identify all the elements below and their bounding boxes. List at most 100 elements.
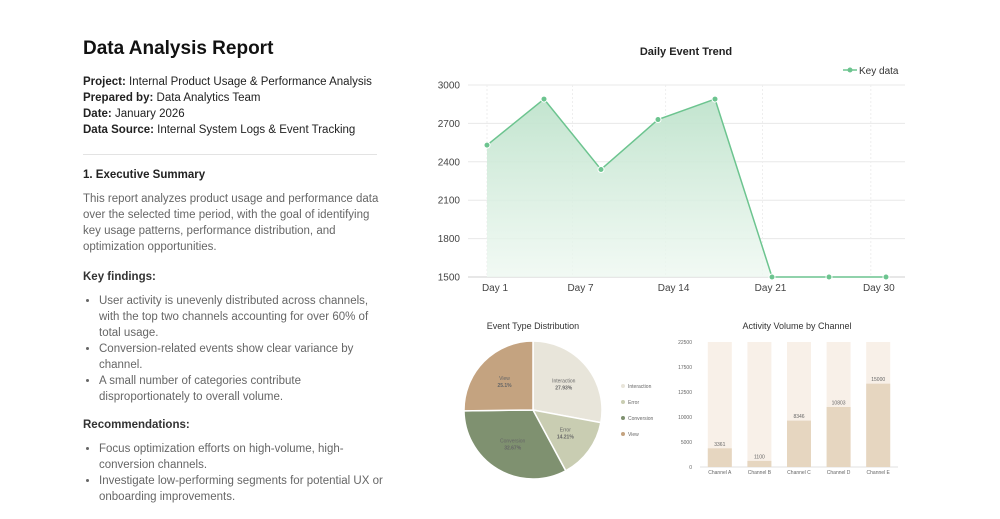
bar-value-label: 1100 — [754, 454, 765, 460]
bar-value-label: 3361 — [714, 442, 725, 448]
bar — [747, 460, 772, 467]
daily-event-trend-chart: Daily Event Trend Key data 1500 1800 2100 2… — [438, 46, 905, 294]
section-divider — [83, 154, 377, 155]
list-item: Investigate low-performing segments for … — [99, 473, 383, 505]
bar — [707, 448, 732, 467]
bar — [787, 420, 811, 467]
legend-label: Conversion — [628, 416, 654, 422]
line-series — [486, 98, 886, 278]
pie-slice-name: Error — [560, 428, 571, 434]
event-type-distribution-chart: Event Type Distribution Interaction27.93… — [463, 321, 654, 480]
pie-slices — [463, 340, 603, 480]
meta-data-source: Data Source: Internal System Logs & Even… — [83, 122, 383, 138]
y-tick-label: 1500 — [438, 273, 461, 284]
meta-date: Date: January 2026 — [83, 106, 383, 122]
x-tick-label: Day 21 — [755, 283, 787, 294]
y-tick-label: 5000 — [681, 440, 692, 446]
x-tick-label: Channel B — [748, 470, 772, 476]
legend-swatch — [621, 416, 625, 420]
bar-background — [707, 342, 732, 467]
list-item: User activity is unevenly distributed ac… — [99, 293, 383, 341]
x-tick-label: Day 7 — [567, 283, 594, 294]
y-tick-label: 2100 — [438, 196, 461, 207]
line-point — [540, 95, 548, 103]
pie-slice-value: 14.21% — [557, 435, 575, 441]
legend-swatch — [621, 384, 625, 388]
y-tick-label: 1800 — [438, 234, 461, 245]
meta-value: Data Analytics Team — [156, 92, 261, 104]
line-y-ticks: 1500 1800 2100 2400 2700 3000 — [438, 81, 461, 284]
x-tick-label: Channel C — [787, 470, 811, 476]
recommendations-list: Focus optimization efforts on high-volum… — [83, 441, 383, 505]
legend-swatch — [621, 432, 625, 436]
findings-list: User activity is unevenly distributed ac… — [83, 293, 383, 405]
legend-label: Key data — [859, 66, 899, 77]
y-tick-label: 22500 — [678, 340, 692, 346]
pie-slice-conversion — [463, 409, 567, 480]
line-chart-title: Daily Event Trend — [640, 46, 732, 58]
bar-chart-title: Activity Volume by Channel — [742, 321, 851, 331]
meta-label: Project: — [83, 76, 126, 88]
report-title: Data Analysis Report — [83, 38, 274, 59]
x-tick-label: Channel E — [867, 470, 891, 476]
x-tick-label: Day 14 — [658, 283, 690, 294]
findings-heading: Key findings: — [83, 271, 156, 283]
line-point — [711, 95, 719, 103]
meta-project: Project: Internal Product Usage & Perfor… — [83, 74, 383, 90]
section-title-executive-summary: 1. Executive Summary — [83, 169, 206, 181]
bar — [866, 383, 891, 467]
y-tick-label: 0 — [689, 465, 692, 471]
line-point — [483, 141, 491, 149]
meta-value: Internal Product Usage & Performance Ana… — [129, 76, 372, 88]
y-tick-label: 12500 — [678, 390, 692, 396]
pie-slice-interaction — [532, 340, 603, 424]
bar-value-label: 8346 — [793, 414, 804, 420]
recommendations-heading: Recommendations: — [83, 419, 190, 431]
legend-label: Interaction — [628, 384, 652, 390]
y-tick-label: 2400 — [438, 157, 461, 168]
line-x-ticks: Day 1 Day 7 Day 14 Day 21 Day 30 — [482, 283, 895, 294]
charts-canvas: Daily Event Trend Key data 1500 1800 2100 2… — [438, 46, 905, 480]
meta-label: Prepared by: — [83, 92, 154, 104]
list-item: Conversion-related events show clear var… — [99, 341, 383, 373]
pie-slice-error — [531, 408, 602, 472]
meta-label: Data Source: — [83, 124, 154, 136]
line-point — [825, 273, 833, 281]
pie-chart-title: Event Type Distribution — [487, 321, 579, 331]
summary-paragraph: This report analyzes product usage and p… — [83, 193, 379, 253]
line-point — [768, 273, 776, 281]
meta-value: January 2026 — [114, 108, 185, 120]
x-tick-label: Channel D — [827, 470, 851, 476]
x-tick-label: Day 30 — [863, 283, 895, 294]
x-tick-label: Channel A — [708, 470, 732, 476]
bar-value-label: 10803 — [832, 400, 846, 406]
y-tick-label: 2700 — [438, 119, 461, 130]
meta-label: Date: — [83, 108, 112, 120]
pie-legend: Interaction Error Conversion View — [621, 384, 654, 438]
pie-slice-value: 32.67% — [504, 445, 522, 451]
legend-label: Error — [628, 400, 639, 406]
y-tick-label: 3000 — [438, 81, 461, 92]
x-tick-label: Day 1 — [482, 283, 509, 294]
line-points — [483, 95, 890, 281]
bar-value-label: 15000 — [871, 377, 885, 383]
report-text: Data Analysis Report Project: Internal P… — [83, 38, 383, 519]
line-area-fill — [487, 99, 886, 277]
pie-slice-name: Interaction — [552, 378, 576, 384]
line-legend: Key data — [843, 66, 899, 77]
line-point — [597, 165, 605, 173]
pie-slice-name: Conversion — [500, 438, 526, 444]
legend-swatch-dot — [847, 67, 853, 73]
pie-slice-view — [463, 340, 534, 412]
pie-slice-name: View — [499, 376, 510, 382]
pie-slice-value: 27.93% — [555, 385, 573, 391]
bar-background — [747, 342, 772, 467]
legend-label: View — [628, 432, 639, 438]
activity-volume-by-channel-chart: Activity Volume by Channel 0 5000 10000 125… — [678, 321, 898, 476]
pie-slice-value: 25.1% — [497, 383, 512, 389]
y-tick-label: 10000 — [678, 415, 692, 421]
bar-x-ticks: Channel A Channel B Channel C Channel D Chan… — [708, 470, 890, 476]
line-point — [882, 273, 890, 281]
meta-value: Internal System Logs & Event Tracking — [157, 124, 356, 136]
